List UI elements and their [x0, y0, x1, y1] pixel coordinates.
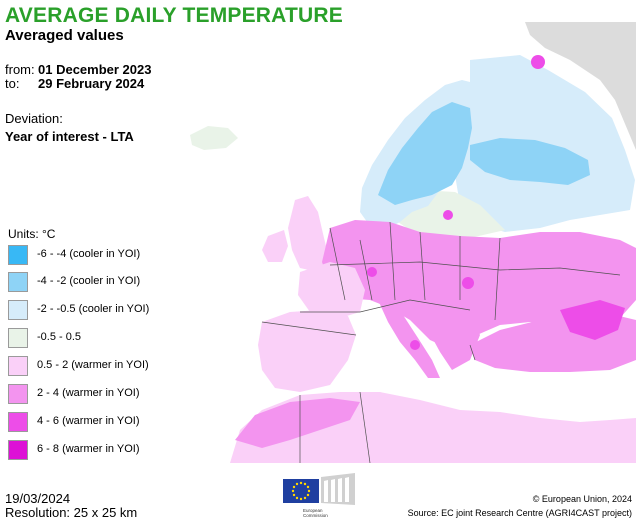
legend-label: 4 - 6 (warmer in YOI): [37, 415, 140, 427]
region-warmer-central: [322, 220, 636, 350]
deviation-value: Year of interest - LTA: [5, 129, 134, 144]
map-subtitle: Averaged values: [5, 27, 124, 44]
legend-item: 4 - 6 (warmer in YOI): [8, 412, 188, 432]
region-iberia: [258, 310, 356, 392]
legend-item: -0.5 - 0.5: [8, 328, 188, 348]
region-iceland: [190, 126, 238, 150]
region-cooler-russia: [470, 138, 590, 185]
legend-swatch: [8, 300, 28, 320]
period-from-row: from: 01 December 2023: [5, 63, 151, 77]
source-label: Source: EC joint Research Centre (AGRI4C…: [407, 508, 632, 518]
svg-text:European: European: [303, 508, 323, 513]
legend-item: -6 - -4 (cooler in YOI): [8, 245, 188, 265]
map-title: AVERAGE DAILY TEMPERATURE: [5, 4, 343, 27]
hotspot: [443, 210, 453, 220]
legend-swatch: [8, 356, 28, 376]
region-north-africa-warm: [235, 398, 360, 448]
legend-label: 0.5 - 2 (warmer in YOI): [37, 359, 149, 371]
legend-swatch: [8, 245, 28, 265]
legend-units: Units: °C: [8, 227, 56, 241]
hotspot: [367, 267, 377, 277]
region-british-isles: [288, 196, 330, 272]
temperature-deviation-map: [190, 22, 636, 463]
legend-label: -4 - -2 (cooler in YOI): [37, 275, 141, 287]
hotspot: [531, 55, 545, 69]
legend-label: 2 - 4 (warmer in YOI): [37, 387, 140, 399]
legend-item: 6 - 8 (warmer in YOI): [8, 440, 188, 460]
period-to-value: 29 February 2024: [38, 76, 145, 91]
region-france: [298, 262, 365, 318]
hotspot: [410, 340, 420, 350]
legend-label: -6 - -4 (cooler in YOI): [37, 248, 141, 260]
deviation-label: Deviation:: [5, 111, 63, 126]
region-ireland: [262, 230, 288, 262]
european-commission-logo: European Commission: [283, 473, 355, 518]
period-from-label: from:: [5, 62, 35, 77]
hotspot: [462, 277, 474, 289]
legend-swatch: [8, 384, 28, 404]
region-italy: [378, 300, 440, 378]
legend-swatch: [8, 272, 28, 292]
period-info: from: 01 December 2023 to: 29 February 2…: [5, 63, 151, 91]
region-cooler-core: [378, 102, 472, 205]
legend-label: -2 - -0.5 (cooler in YOI): [37, 303, 150, 315]
legend-label: -0.5 - 0.5: [37, 331, 82, 343]
legend-label: 6 - 8 (warmer in YOI): [37, 443, 140, 455]
copyright-label: © European Union, 2024: [532, 494, 632, 504]
no-data-region: [525, 22, 636, 150]
date-label: 19/03/2024: [5, 491, 71, 506]
country-borders: [261, 221, 621, 463]
legend-swatch: [8, 440, 28, 460]
legend-item: -2 - -0.5 (cooler in YOI): [8, 300, 188, 320]
period-to-row: to: 29 February 2024: [5, 77, 151, 91]
legend-item: 0.5 - 2 (warmer in YOI): [8, 356, 188, 376]
legend-item: -4 - -2 (cooler in YOI): [8, 272, 188, 292]
legend-swatch: [8, 412, 28, 432]
resolution-label: Resolution: 25 x 25 km: [5, 505, 138, 520]
svg-text:Commission: Commission: [303, 513, 328, 518]
period-to-label: to:: [5, 76, 20, 91]
region-turkey-hot: [560, 300, 625, 340]
legend-item: 2 - 4 (warmer in YOI): [8, 384, 188, 404]
period-from-value: 01 December 2023: [38, 62, 152, 77]
region-balkans: [410, 300, 480, 370]
legend-swatch: [8, 328, 28, 348]
